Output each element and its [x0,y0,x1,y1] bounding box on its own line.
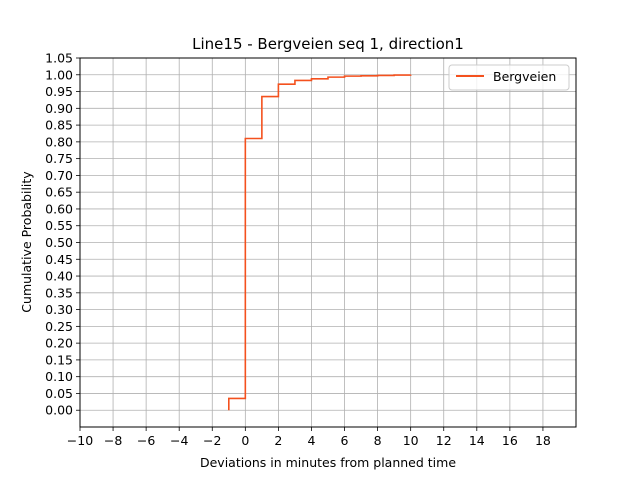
y-tick-label: 0.55 [45,218,73,233]
y-tick-label: 0.25 [45,319,73,334]
y-tick-label: 0.60 [45,201,73,216]
x-tick-label: −10 [67,433,93,448]
x-tick-label: 6 [341,433,349,448]
y-axis: 0.00 0.05 0.10 0.150.20 0.25 0.30 0.350.40 0.45… [45,51,80,418]
x-tick-label: 14 [469,433,485,448]
chart-title: Line15 - Bergveien seq 1, direction1 [192,35,464,53]
x-tick-label: 4 [307,433,315,448]
y-tick-label: 0.50 [45,235,73,250]
x-axis: −10 −8 −6 −4 −2 0 2 4 6 8 10 12 14 16 18 [67,427,551,448]
y-tick-label: 1.05 [45,51,73,66]
grid-lines [79,57,576,427]
series-group [228,74,412,411]
y-tick-label: 0.70 [45,168,73,183]
legend-box [448,64,570,91]
x-tick-label: 10 [403,433,419,448]
y-tick-label: 0.75 [45,151,73,166]
y-tick-label: 0.00 [45,403,73,418]
y-tick-label: 0.15 [45,352,73,367]
y-tick-label: 0.30 [45,302,73,317]
x-tick-label: 8 [374,433,382,448]
y-tick-label: 0.40 [45,269,73,284]
legend-label: Bergveien [493,69,556,84]
y-axis-title: Cumulative Probability [19,171,34,313]
x-tick-label: 12 [436,433,452,448]
y-tick-label: 0.20 [45,336,73,351]
y-tick-label: 0.80 [45,134,73,149]
x-tick-label: −6 [137,433,155,448]
y-tick-label: 1.00 [45,67,73,82]
series-line [228,74,412,411]
x-tick-label: 2 [274,433,282,448]
x-tick-label: −2 [203,433,221,448]
y-tick-label: 0.95 [45,84,73,99]
y-tick-label: 0.85 [45,118,73,133]
x-tick-label: 16 [502,433,518,448]
y-tick-label: 0.05 [45,386,73,401]
y-tick-label: 0.10 [45,369,73,384]
legend: Bergveien [448,64,570,91]
x-tick-label: −8 [104,433,122,448]
y-tick-label: 0.45 [45,252,73,267]
x-tick-label: 0 [241,433,249,448]
y-tick-label: 0.65 [45,185,73,200]
y-tick-label: 0.90 [45,101,73,116]
y-tick-label: 0.35 [45,285,73,300]
x-tick-label: −4 [170,433,188,448]
x-tick-label: 18 [535,433,551,448]
x-axis-title: Deviations in minutes from planned time [200,455,456,470]
